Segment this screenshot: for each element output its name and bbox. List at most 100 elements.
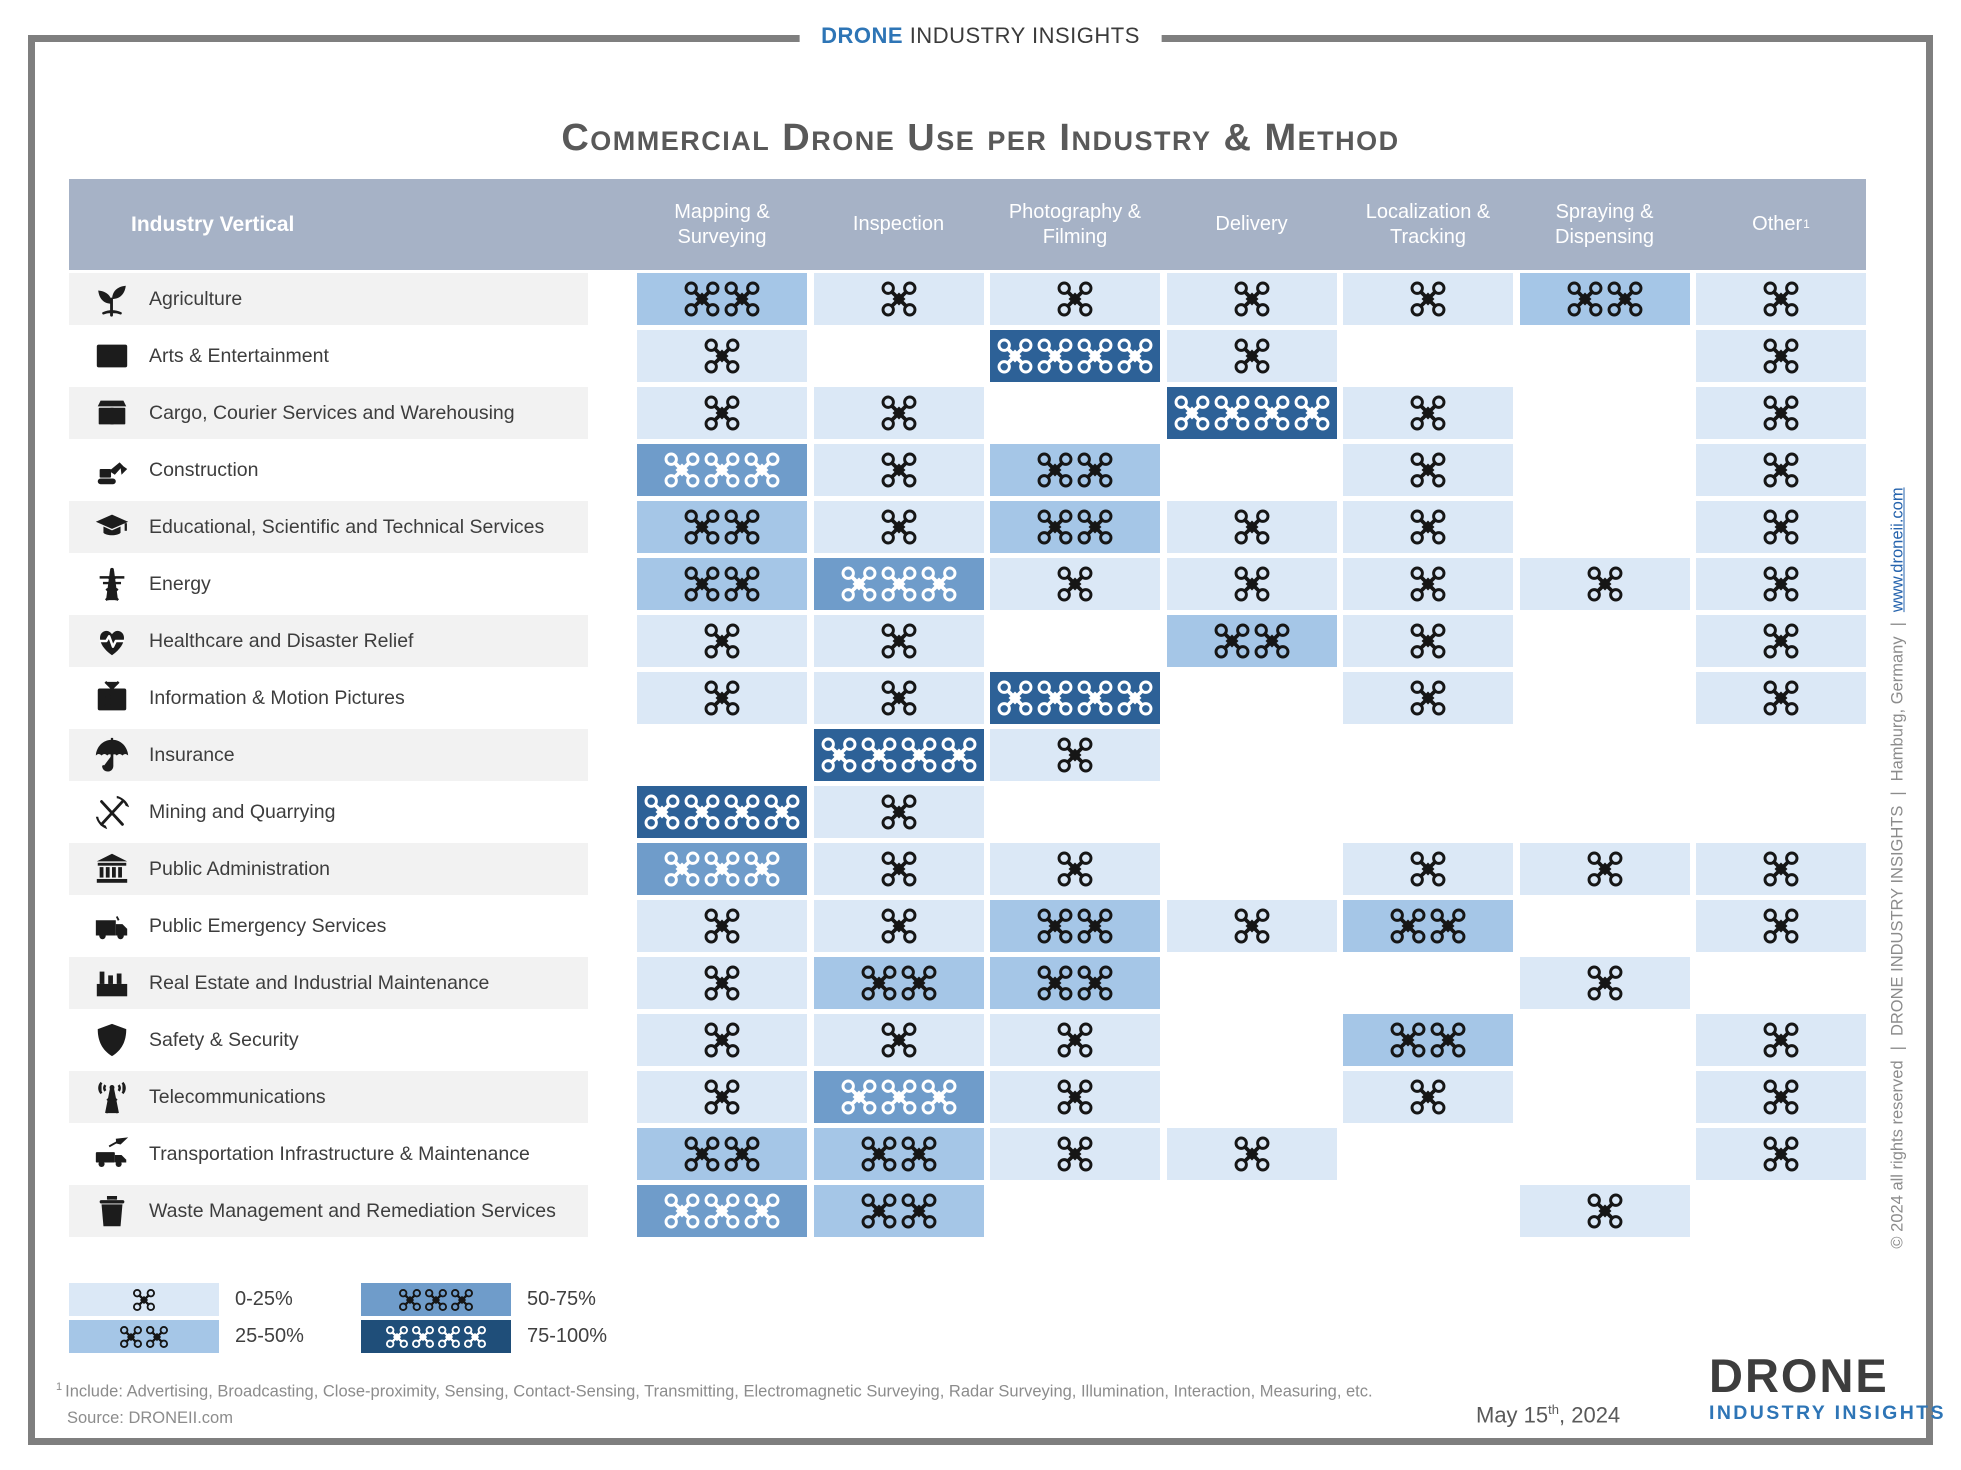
usage-cell bbox=[990, 672, 1160, 724]
column-header-label: Mapping & Surveying bbox=[674, 200, 770, 248]
industry-label: Information & Motion Pictures bbox=[149, 686, 405, 709]
column-header: Spraying & Dispensing bbox=[1520, 179, 1690, 270]
column-gap bbox=[588, 1185, 637, 1237]
industry-label-cell: Public Administration bbox=[69, 843, 588, 895]
sprout-icon bbox=[91, 278, 133, 320]
usage-cell bbox=[1343, 1128, 1513, 1180]
usage-cell bbox=[1696, 729, 1866, 781]
usage-cell bbox=[1166, 330, 1337, 382]
industry-label: Energy bbox=[149, 572, 211, 595]
usage-cell bbox=[1519, 558, 1690, 610]
industry-label-cell: Insurance bbox=[69, 729, 588, 781]
usage-cell bbox=[1696, 957, 1866, 1009]
column-gap bbox=[588, 1071, 637, 1123]
column-header: Photography & Filming bbox=[990, 179, 1160, 270]
sidebar-brand: DRONE INDUSTRY INSIGHTS bbox=[1888, 805, 1907, 1037]
industry-label-cell: Cargo, Courier Services and Warehousing bbox=[69, 387, 588, 439]
table-row: Public Administration bbox=[69, 843, 1866, 895]
separator: | bbox=[1888, 791, 1907, 796]
table-row: Construction bbox=[69, 444, 1866, 496]
column-gap bbox=[588, 843, 637, 895]
corner-header: Industry Vertical bbox=[131, 212, 295, 236]
column-gap bbox=[588, 273, 637, 325]
column-header-label: Photography & Filming bbox=[1008, 200, 1142, 248]
industry-label-cell: Real Estate and Industrial Maintenance bbox=[69, 957, 588, 1009]
government-icon bbox=[91, 848, 133, 890]
usage-cell bbox=[990, 900, 1160, 952]
industry-label-cell: Safety & Security bbox=[69, 1014, 588, 1066]
industry-label: Educational, Scientific and Technical Se… bbox=[149, 515, 545, 538]
industry-label-cell: Energy bbox=[69, 558, 588, 610]
column-gap bbox=[588, 501, 637, 553]
sidebar-location: Hamburg, Germany bbox=[1888, 636, 1907, 782]
table-row: Waste Management and Remediation Service… bbox=[69, 1185, 1866, 1237]
usage-cell bbox=[1520, 1071, 1690, 1123]
table-row: Healthcare and Disaster Relief bbox=[69, 615, 1866, 667]
usage-cell bbox=[990, 1128, 1160, 1180]
industry-label: Transportation Infrastructure & Maintena… bbox=[149, 1142, 530, 1165]
usage-cell bbox=[637, 1128, 807, 1180]
table-row: Public Emergency Services bbox=[69, 900, 1866, 952]
column-gap bbox=[588, 330, 637, 382]
footnote-text: Include: Advertising, Broadcasting, Clos… bbox=[65, 1382, 1373, 1401]
usage-cell bbox=[1520, 1128, 1690, 1180]
usage-cell bbox=[813, 444, 984, 496]
separator: | bbox=[1888, 622, 1907, 627]
column-header-label: Spraying & Dispensing bbox=[1555, 200, 1654, 248]
usage-cell bbox=[1167, 1185, 1337, 1237]
table-header: Industry Vertical Mapping & Surveying Ins… bbox=[69, 179, 1866, 270]
legend: 0-25% 50-75% 25-50% 75-100% bbox=[69, 1283, 607, 1353]
usage-cell bbox=[813, 900, 984, 952]
table-row: Real Estate and Industrial Maintenance bbox=[69, 957, 1866, 1009]
usage-cell bbox=[1343, 957, 1513, 1009]
usage-cell bbox=[637, 729, 807, 781]
usage-cell bbox=[1520, 444, 1690, 496]
factory-icon bbox=[91, 962, 133, 1004]
brand-header: DRONE INDUSTRY INSIGHTS bbox=[799, 23, 1162, 49]
usage-cell bbox=[1519, 957, 1690, 1009]
usage-cell bbox=[637, 273, 807, 325]
usage-cell bbox=[990, 957, 1160, 1009]
logo-subtitle: INDUSTRY INSIGHTS bbox=[1709, 1402, 1946, 1424]
usage-cell bbox=[637, 387, 807, 439]
column-gap bbox=[588, 729, 637, 781]
umbrella-icon bbox=[91, 734, 133, 776]
separator: | bbox=[1888, 1046, 1907, 1051]
usage-cell bbox=[1696, 273, 1866, 325]
usage-cell bbox=[637, 501, 807, 553]
usage-cell bbox=[990, 786, 1160, 838]
pickaxe-icon bbox=[91, 791, 133, 833]
industry-label: Public Administration bbox=[149, 857, 331, 880]
industry-label: Insurance bbox=[149, 743, 235, 766]
legend-swatch bbox=[69, 1283, 219, 1316]
usage-cell bbox=[1343, 843, 1513, 895]
usage-cell bbox=[1166, 615, 1337, 667]
droneii-link[interactable]: www.droneii.com bbox=[1888, 487, 1907, 613]
usage-cell bbox=[1167, 672, 1337, 724]
legend-swatch bbox=[361, 1283, 511, 1316]
column-gap bbox=[588, 672, 637, 724]
usage-cell bbox=[1696, 1128, 1866, 1180]
usage-cell bbox=[1696, 501, 1866, 553]
industry-label-cell: Agriculture bbox=[69, 273, 588, 325]
legend-label: 0-25% bbox=[235, 1288, 293, 1310]
usage-cell bbox=[1696, 900, 1866, 952]
usage-cell bbox=[1343, 501, 1513, 553]
industry-label: Mining and Quarrying bbox=[149, 800, 336, 823]
usage-cell bbox=[1167, 1071, 1337, 1123]
usage-cell bbox=[990, 1014, 1160, 1066]
legend-swatch bbox=[69, 1320, 219, 1353]
usage-cell bbox=[990, 273, 1160, 325]
industry-label: Public Emergency Services bbox=[149, 914, 387, 937]
usage-cell bbox=[1343, 444, 1513, 496]
usage-cell bbox=[1696, 1185, 1866, 1237]
industry-label-cell: Telecommunications bbox=[69, 1071, 588, 1123]
usage-cell bbox=[1696, 330, 1866, 382]
column-gap bbox=[588, 1128, 637, 1180]
industry-label: Arts & Entertainment bbox=[149, 344, 329, 367]
power-tower-icon bbox=[91, 563, 133, 605]
parcel-icon bbox=[91, 392, 133, 434]
transport-icon bbox=[91, 1133, 133, 1175]
usage-cell bbox=[813, 786, 984, 838]
